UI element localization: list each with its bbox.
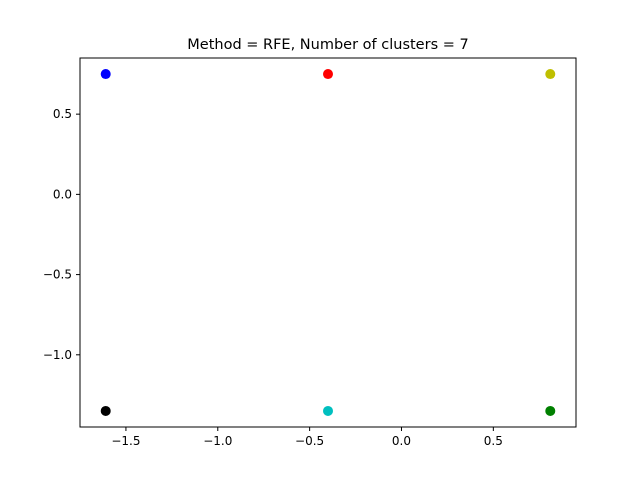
y-tick-label: 0.0 <box>53 187 72 201</box>
data-point-3 <box>545 69 556 80</box>
y-tick-label: 0.5 <box>53 107 72 121</box>
y-tick-label: −1.0 <box>43 348 72 362</box>
x-axis-ticks: −1.5 −1.0 −0.5 0.0 0.5 <box>111 427 503 448</box>
data-point-5 <box>323 405 333 416</box>
plot-frame <box>79 57 577 428</box>
data-point-1 <box>100 69 111 80</box>
data-point-2 <box>323 69 333 80</box>
x-tick-label: 0.0 <box>392 434 411 448</box>
y-axis-ticks: 0.5 0.0 −0.5 −1.0 <box>43 107 80 362</box>
y-tick-label: −0.5 <box>43 268 72 282</box>
x-tick-label: 0.5 <box>484 434 503 448</box>
data-point-4 <box>100 405 111 416</box>
chart-title: Method = RFE, Number of clusters = 7 <box>187 37 468 53</box>
x-tick-label: −0.5 <box>295 434 324 448</box>
points-layer <box>100 69 556 416</box>
x-tick-label: −1.5 <box>111 434 140 448</box>
x-tick-label: −1.0 <box>203 434 232 448</box>
data-point-6 <box>545 405 556 416</box>
